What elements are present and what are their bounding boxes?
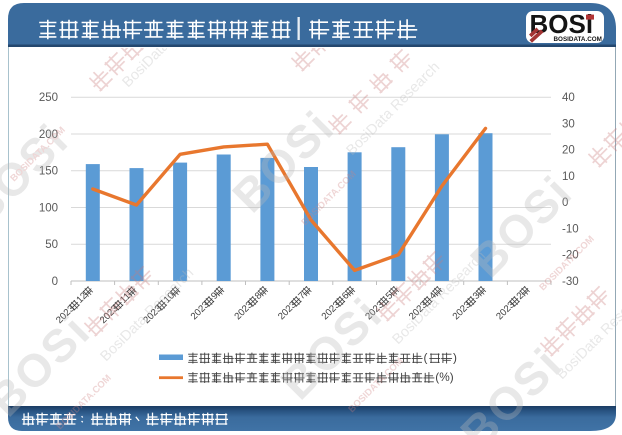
svg-text:0: 0 <box>52 276 58 288</box>
svg-text:100: 100 <box>39 203 58 215</box>
svg-text:): ) <box>453 351 457 365</box>
svg-text:40: 40 <box>562 92 575 104</box>
svg-text:250: 250 <box>39 92 58 104</box>
svg-text:7: 7 <box>296 290 308 302</box>
svg-text:2: 2 <box>515 290 527 302</box>
svg-text:20: 20 <box>562 145 575 157</box>
svg-text:10: 10 <box>562 171 575 183</box>
svg-text:-10: -10 <box>562 224 579 236</box>
svg-text:30: 30 <box>562 119 575 131</box>
svg-text:5: 5 <box>384 290 396 302</box>
svg-text:50: 50 <box>45 239 58 251</box>
svg-text:(: ( <box>424 351 428 365</box>
svg-text:-20: -20 <box>562 250 579 262</box>
svg-text:-30: -30 <box>562 276 579 288</box>
svg-text:8: 8 <box>253 290 265 302</box>
svg-text:3: 3 <box>471 290 483 302</box>
svg-text:200: 200 <box>39 129 58 141</box>
svg-text:9: 9 <box>209 290 221 302</box>
svg-text:6: 6 <box>340 290 352 302</box>
svg-text:150: 150 <box>39 166 58 178</box>
svg-text:0: 0 <box>562 197 568 209</box>
svg-text:(%): (%) <box>435 370 453 384</box>
svg-text:BOSIDATA.COM: BOSIDATA.COM <box>554 36 602 43</box>
